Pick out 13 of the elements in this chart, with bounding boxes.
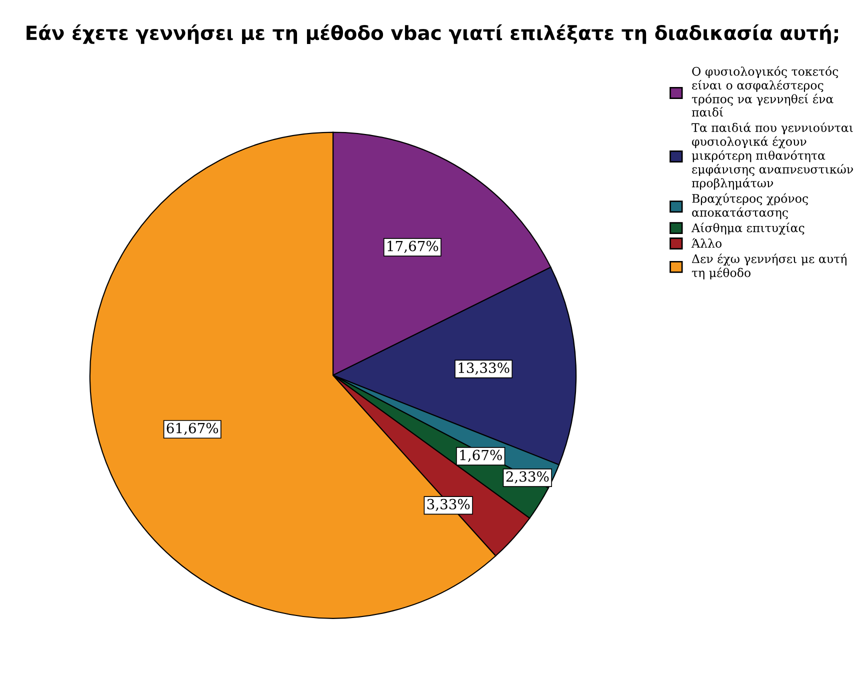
data-label: 61,67%	[166, 422, 218, 436]
legend-label: Δεν έχω γεννήσει με αυτή τη μέθοδο	[692, 254, 846, 280]
legend-label: Άλλο	[691, 238, 722, 248]
legend-label: Βραχύτερος χρόνος αποκατάστασης	[692, 193, 808, 220]
legend-label: Ο φυσιολογικός τοκετός είναι ο ασφαλέστερος τρόπος να γεννηθεί ένα παιδί	[692, 66, 838, 117]
data-label: 13,33%	[458, 362, 510, 375]
data-label: 17,67%	[388, 240, 438, 253]
legend-label: Αίσθημα επιτυχίας	[691, 222, 804, 235]
legend-label: Τα παιδιά που γεννιούνται φυσιολογικά έχουν μικρότερη πιθανότητα εμφάνισης αναπνευστικών προβλημάτων	[692, 122, 853, 190]
chart-title: Εάν έχετε γεννήσει με τη μέθοδο vbac γιατί επιλέξατε τη διαδικασία αυτή;	[26, 24, 838, 44]
data-label: 1,67%	[460, 450, 502, 462]
data-label: 2,33%	[506, 471, 549, 484]
data-label: 3,33%	[427, 498, 470, 512]
